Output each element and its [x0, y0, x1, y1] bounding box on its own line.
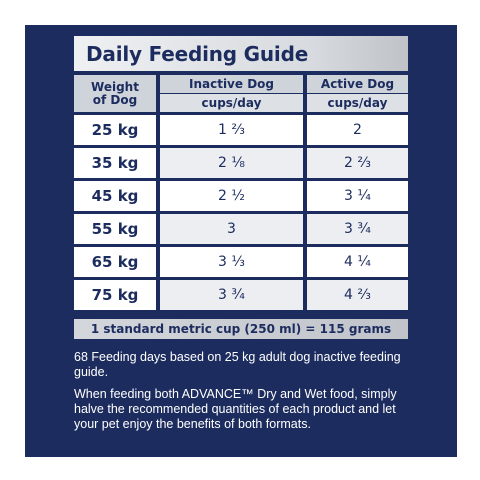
inactive-cell: 3 ⅓: [160, 247, 303, 277]
inactive-header-name: Inactive Dog: [188, 77, 274, 91]
cup-conversion-note: 1 standard metric cup (250 ml) = 115 gra…: [74, 319, 408, 339]
weight-cell: 25 kg: [74, 115, 156, 145]
weight-cell: 55 kg: [74, 214, 156, 244]
page-title: Daily Feeding Guide: [86, 41, 309, 66]
active-cell: 2 ⅔: [307, 148, 408, 178]
weight-cell: 45 kg: [74, 181, 156, 211]
inactive-cell: 2 ⅛: [160, 148, 303, 178]
active-header-name: Active Dog: [320, 77, 395, 91]
active-cell: 2: [307, 115, 408, 145]
active-cell: 4 ¼: [307, 247, 408, 277]
inactive-cell: 2 ½: [160, 181, 303, 211]
dry-wet-feeding-note: When feeding both ADVANCE™ Dry and Wet f…: [74, 387, 397, 431]
inactive-cell: 1 ⅔: [160, 115, 303, 145]
title-bar: Daily Feeding Guide: [74, 36, 408, 71]
inactive-column-header: Inactive Dog cups/day: [160, 75, 303, 112]
weight-cell: 65 kg: [74, 247, 156, 277]
inactive-header-unit: cups/day: [160, 94, 303, 112]
inactive-cell: 3 ¾: [160, 280, 303, 310]
weight-cell: 35 kg: [74, 148, 156, 178]
active-cell: 3 ¼: [307, 181, 408, 211]
inactive-cell: 3: [160, 214, 303, 244]
header-divider: [307, 93, 408, 94]
active-cell: 3 ¾: [307, 214, 408, 244]
active-cell: 4 ⅔: [307, 280, 408, 310]
header-divider: [160, 93, 303, 94]
feeding-days-note: 68 Feeding days based on 25 kg adult dog…: [74, 350, 401, 379]
weight-header-line-2: of Dog: [92, 92, 138, 107]
active-column-header: Active Dog cups/day: [307, 75, 408, 112]
weight-header-line-1: Weight: [91, 79, 139, 94]
active-header-unit: cups/day: [307, 94, 408, 112]
weight-column-header: Weight of Dog: [74, 75, 156, 112]
weight-cell: 75 kg: [74, 280, 156, 310]
feeding-guide-panel: Daily Feeding Guide Weight of Dog Inacti…: [25, 25, 457, 457]
